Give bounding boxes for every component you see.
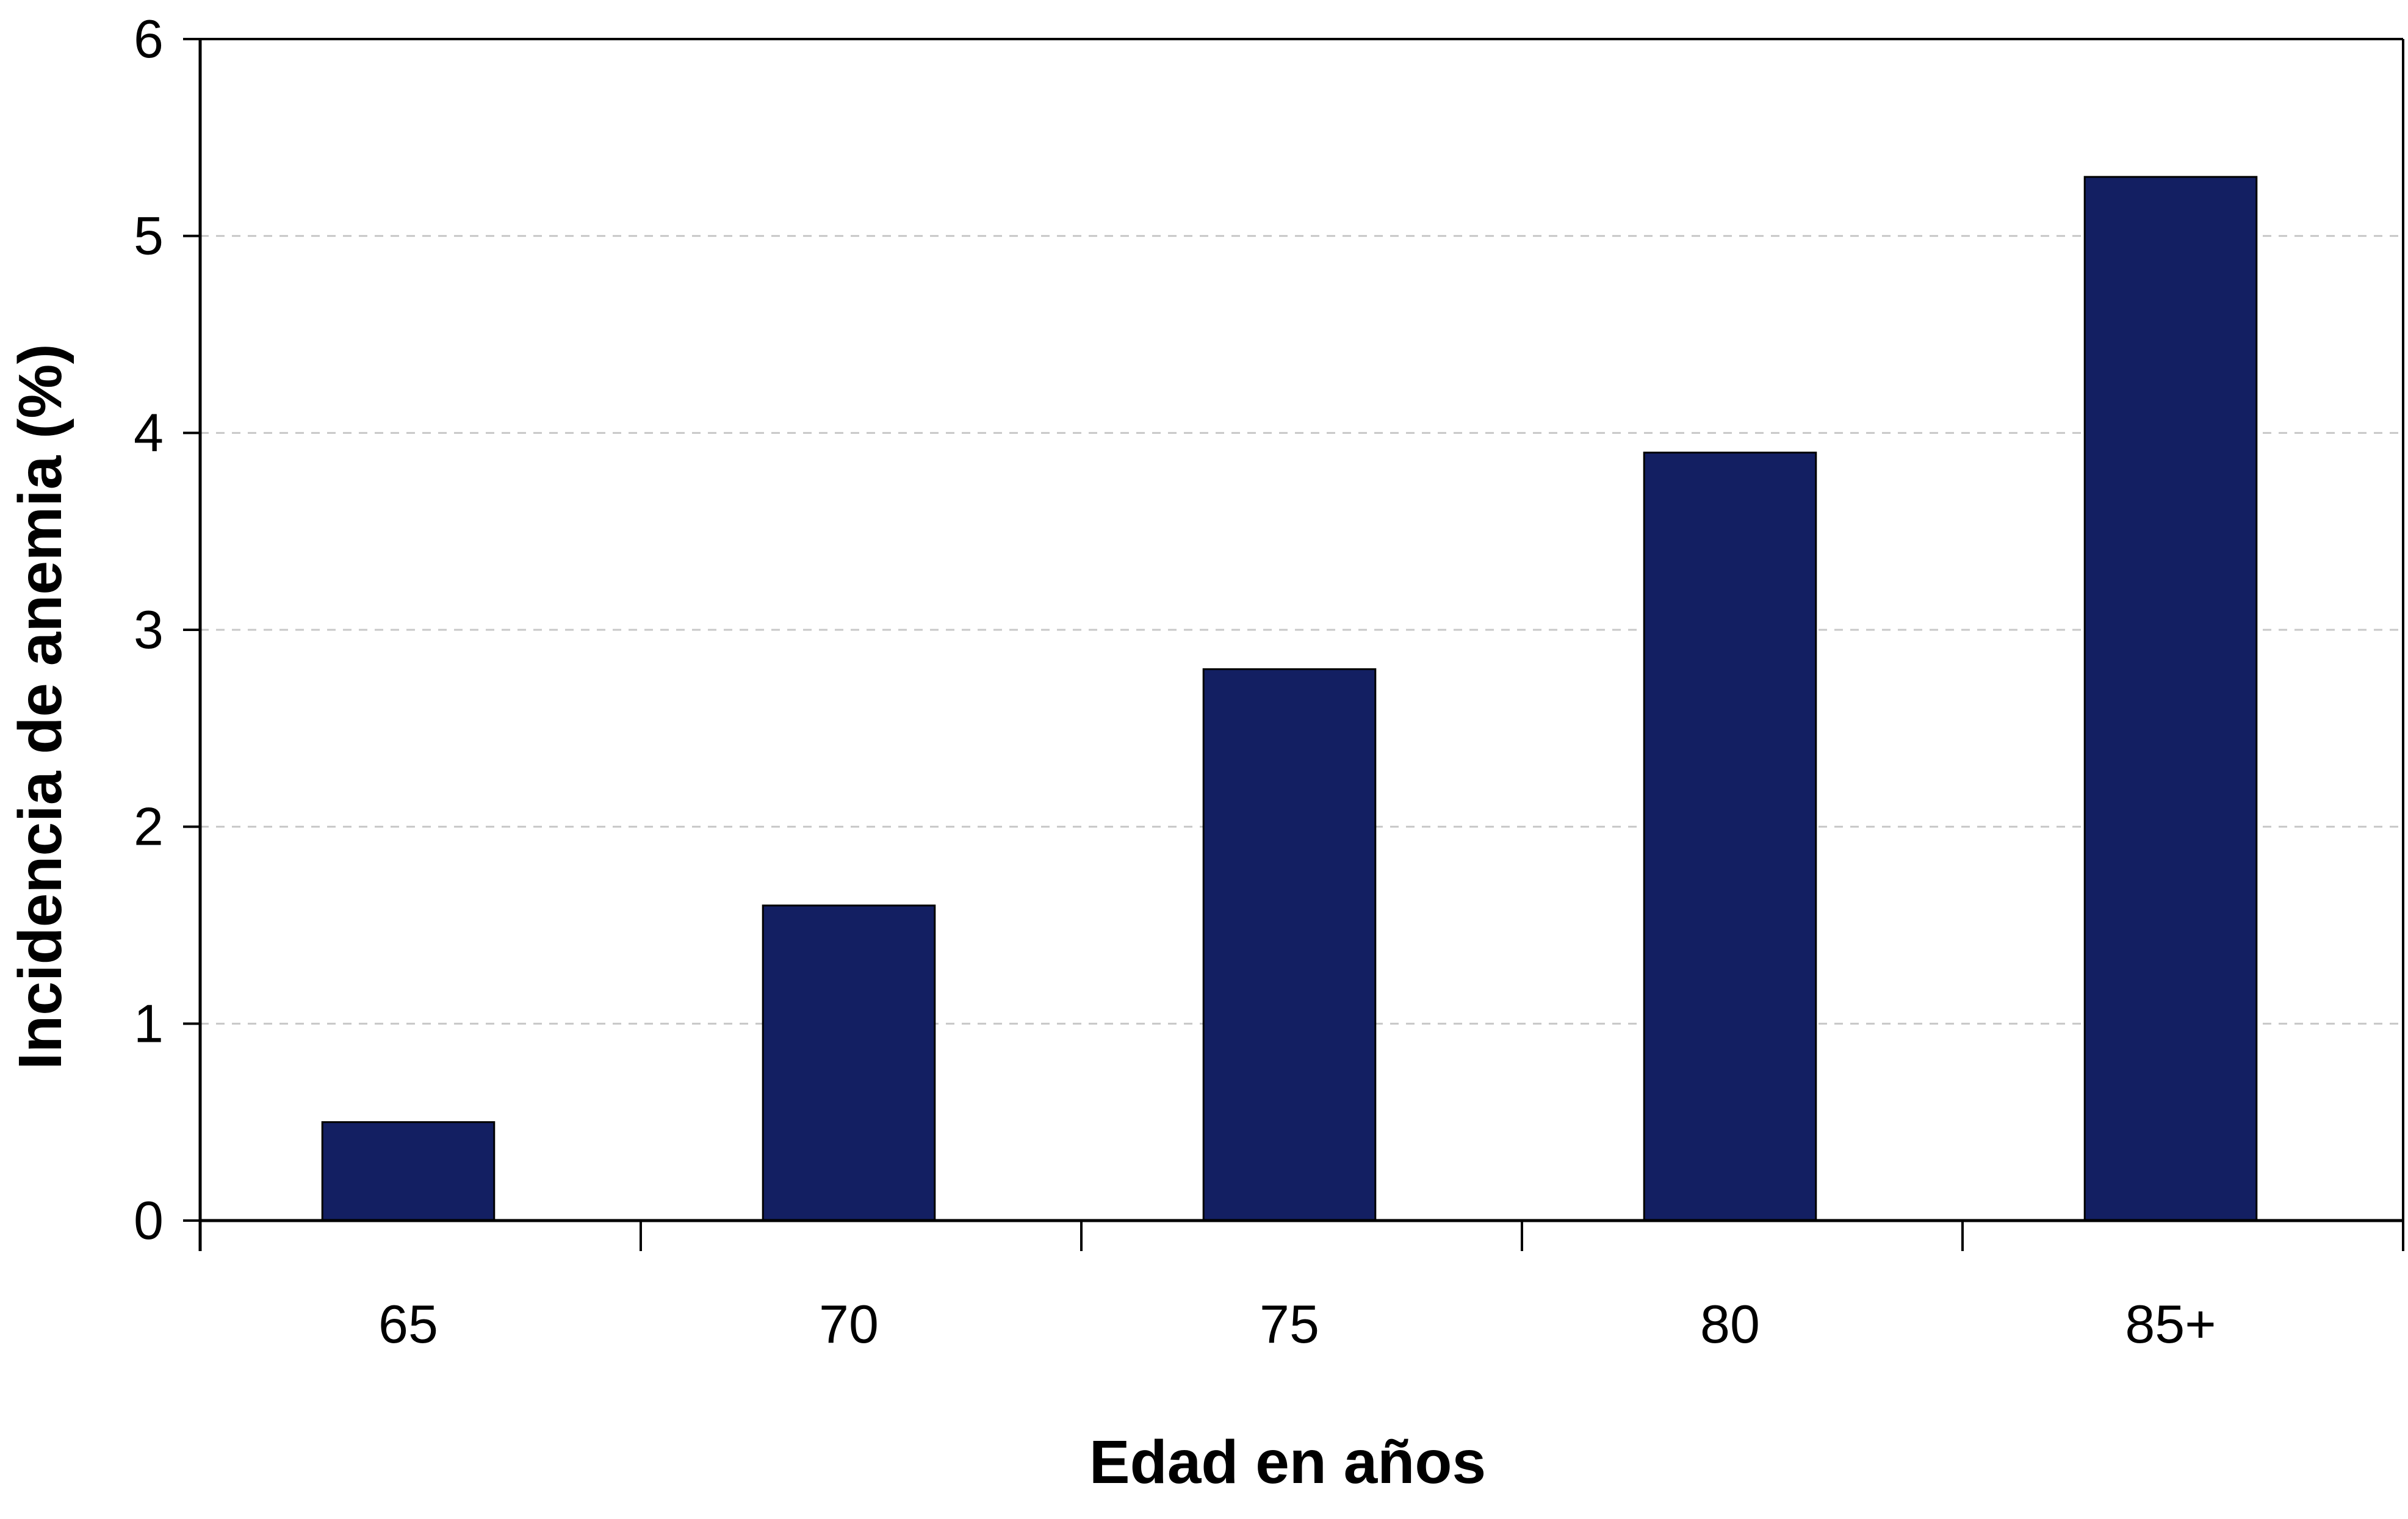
bars (321, 176, 2258, 1222)
axes (183, 38, 2404, 1251)
y-tick-label: 0 (134, 1190, 164, 1250)
x-tick-labels: 65 70 75 80 85+ (378, 1294, 2216, 1354)
y-tick-label: 3 (134, 599, 164, 660)
x-tick-label: 65 (378, 1294, 438, 1354)
bar-65 (321, 1121, 496, 1222)
y-tick-label: 1 (134, 993, 164, 1053)
y-tick-label: 4 (134, 402, 164, 463)
x-axis-title: Edad en años (1089, 1428, 1486, 1496)
bar-80 (1643, 452, 1817, 1222)
bar-75 (1202, 668, 1377, 1222)
bar-85+ (2083, 176, 2258, 1222)
x-tick-label: 80 (1700, 1294, 1760, 1354)
x-tick-label: 70 (819, 1294, 879, 1354)
y-tick-label: 5 (134, 206, 164, 266)
x-tick-label: 85+ (2125, 1294, 2216, 1354)
y-tick-labels: 0 1 2 3 4 5 6 (134, 9, 164, 1250)
y-tick-label: 6 (134, 9, 164, 69)
bar-70 (762, 904, 936, 1222)
y-axis-title: Incidencia de anemia (%) (6, 344, 74, 1069)
x-tick-label: 75 (1260, 1294, 1319, 1354)
y-tick-label: 2 (134, 796, 164, 857)
